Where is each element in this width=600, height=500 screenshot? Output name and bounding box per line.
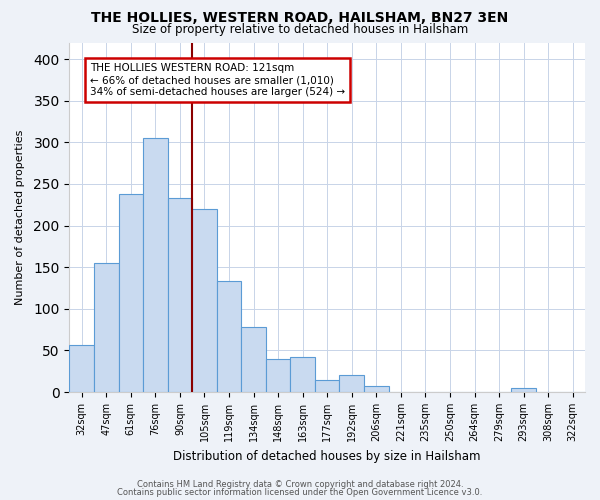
X-axis label: Distribution of detached houses by size in Hailsham: Distribution of detached houses by size … bbox=[173, 450, 481, 462]
Y-axis label: Number of detached properties: Number of detached properties bbox=[15, 130, 25, 305]
Bar bbox=[290, 357, 315, 392]
Bar bbox=[340, 376, 364, 392]
Text: Size of property relative to detached houses in Hailsham: Size of property relative to detached ho… bbox=[132, 24, 468, 36]
Bar bbox=[192, 209, 217, 392]
Text: Contains HM Land Registry data © Crown copyright and database right 2024.: Contains HM Land Registry data © Crown c… bbox=[137, 480, 463, 489]
Text: Contains public sector information licensed under the Open Government Licence v3: Contains public sector information licen… bbox=[118, 488, 482, 497]
Bar bbox=[94, 263, 119, 392]
Bar bbox=[511, 388, 536, 392]
Bar bbox=[143, 138, 167, 392]
Bar bbox=[315, 380, 340, 392]
Bar bbox=[241, 327, 266, 392]
Text: THE HOLLIES, WESTERN ROAD, HAILSHAM, BN27 3EN: THE HOLLIES, WESTERN ROAD, HAILSHAM, BN2… bbox=[91, 12, 509, 26]
Bar bbox=[70, 344, 94, 392]
Bar bbox=[364, 386, 389, 392]
Bar bbox=[266, 359, 290, 392]
Bar bbox=[217, 282, 241, 392]
Bar bbox=[167, 198, 192, 392]
Text: THE HOLLIES WESTERN ROAD: 121sqm
← 66% of detached houses are smaller (1,010)
34: THE HOLLIES WESTERN ROAD: 121sqm ← 66% o… bbox=[90, 64, 345, 96]
Bar bbox=[119, 194, 143, 392]
